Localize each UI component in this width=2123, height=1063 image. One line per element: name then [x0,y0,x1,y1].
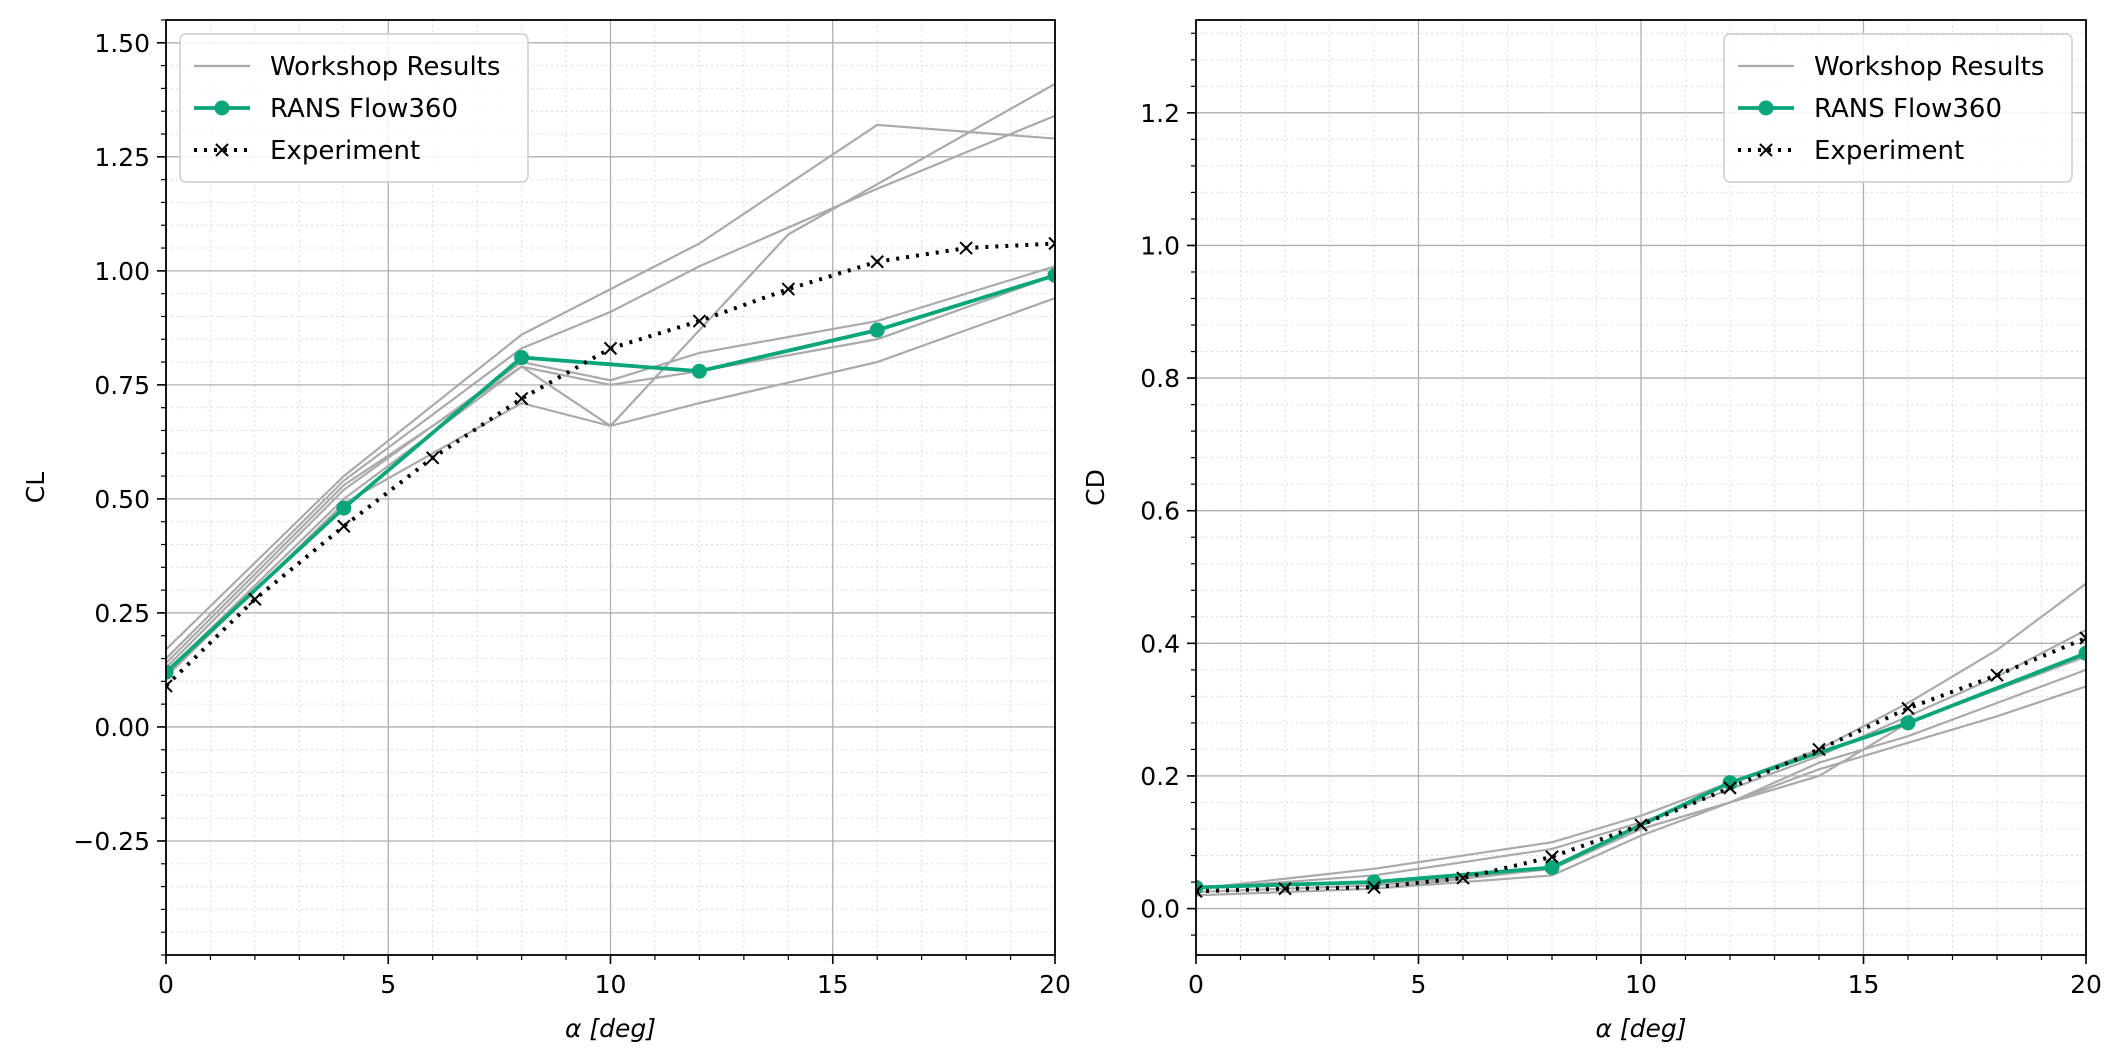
x-axis-label: α [deg] [1595,1014,1686,1043]
legend-box [179,33,529,183]
x-tick-label: 5 [380,970,396,999]
legend-entry-workshop-results: Workshop Results [1738,52,2044,82]
x-axis-label: α [deg] [565,1014,656,1043]
experiment-point [1812,742,1826,757]
y-axis-label: CD [1081,469,1110,506]
experiment-point [870,255,884,269]
experiment-point [1990,668,2004,682]
rans-flow360-point [1722,775,1738,791]
experiment-point [603,341,618,356]
workshop-results-line [166,265,1055,669]
legend-label: Experiment [1814,136,1964,166]
experiment-point [1456,871,1470,885]
rans-flow360-point [691,363,707,379]
workshop-results-line [166,114,1055,660]
experiment-point [1545,850,1559,864]
experiment-point [1196,884,1203,899]
rans-flow360-point [1900,715,1916,731]
y-tick-label: 1.50 [94,29,150,58]
experiment-point [248,592,262,606]
experiment-point [166,679,173,693]
y-tick-label: 1.2 [1140,99,1180,128]
x-tick-label: 0 [1188,970,1204,999]
rans-flow360-point [1047,267,1055,283]
y-tick-label: 0.75 [94,371,150,400]
legend-entry-rans-flow360: RANS Flow360 [194,94,458,124]
legend: Workshop Results RANS Flow360 Experiment [179,33,529,183]
workshop-results-line [1196,629,2086,890]
cd-chart: 0 5 10 15 20 0.0 0.2 0.4 0.6 0.8 1.0 1.2 α [deg] CD Wo… [1081,19,2102,1043]
experiment-point [959,241,973,255]
workshop-results-line [1196,685,2086,897]
y-tick-label: 0.4 [1140,629,1180,658]
experiment-point [514,391,529,406]
workshop-results-line [166,297,1055,678]
y-tick-label: 0.2 [1140,762,1180,791]
rans-flow360-point [166,664,174,680]
x-tick-label: 0 [158,970,174,999]
legend: Workshop Results RANS Flow360 Experiment [1723,33,2073,183]
y-tick-label: 0.8 [1140,364,1180,393]
y-tick-label: 0.6 [1140,497,1180,526]
x-tick-label: 5 [1411,970,1427,999]
experiment-point [781,282,796,296]
y-tick-label: 0.00 [94,713,150,742]
workshop-results-line [166,274,1055,674]
y-tick-label: 1.00 [94,257,150,286]
x-tick-label: 20 [2070,970,2102,999]
rans-flow360-point [1544,859,1560,875]
legend-label: Workshop Results [270,52,500,82]
rans-flow360-point [2078,645,2086,661]
legend-entry-experiment: Experiment [1738,136,1964,166]
experiment-point [1723,781,1737,795]
y-tick-label: 1.25 [94,143,150,172]
legend-label: Experiment [270,136,420,166]
y-axis-label: CL [21,472,50,503]
experiment-point [337,519,351,533]
legend-entry-workshop-results: Workshop Results [194,52,500,82]
workshop-results-line [166,82,1055,664]
experiment-point [1901,701,1915,716]
series-group [166,82,1055,693]
workshop-results-line [1196,582,2086,890]
rans-flow360-line [166,273,1055,674]
legend-entry-rans-flow360: RANS Flow360 [1738,94,2002,124]
experiment-point [692,314,707,328]
legend-box [1723,33,2073,183]
experiment-point [1278,881,1292,896]
legend-label: Workshop Results [1814,52,2044,82]
experiment-point [2079,631,2086,645]
experiment-point [425,451,440,465]
legend-label: RANS Flow360 [1814,94,2002,124]
series-group [1196,582,2086,899]
y-tick-label: 1.0 [1140,231,1180,260]
x-tick-label: 15 [817,970,849,999]
x-tick-label: 10 [595,970,627,999]
y-tick-label: 0.25 [94,599,150,628]
x-tick-label: 10 [1625,970,1657,999]
y-tick-label: 0.0 [1140,895,1180,924]
y-tick-label: −0.25 [73,827,150,856]
rans-flow360-point [336,500,352,516]
experiment-point [1634,818,1648,832]
x-tick-label: 15 [1848,970,1880,999]
x-tick-label: 20 [1039,970,1071,999]
legend-label: RANS Flow360 [270,94,458,124]
experiment-point [1048,236,1055,251]
rans-flow360-point [514,350,530,366]
cl-chart: 0 5 10 15 20 −0.25 0.00 0.25 0.50 0.75 1.00 1.25 1.5… [21,19,1071,1043]
rans-flow360-point [869,322,885,338]
experiment-point [1367,880,1381,895]
workshop-results-line [166,123,1055,651]
legend-entry-experiment: Experiment [194,136,420,166]
y-tick-label: 0.50 [94,485,150,514]
